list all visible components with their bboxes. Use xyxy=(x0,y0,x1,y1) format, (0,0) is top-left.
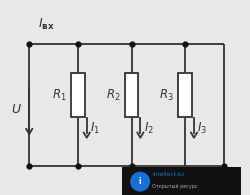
Text: $\mathit{R}_2$: $\mathit{R}_2$ xyxy=(105,88,120,103)
Bar xyxy=(121,167,240,195)
Text: $\mathit{R}_3$: $\mathit{R}_3$ xyxy=(159,88,173,103)
Text: Открытый ресурс: Открытый ресурс xyxy=(152,184,197,189)
Bar xyxy=(124,73,138,117)
Text: $\mathit{U}$: $\mathit{U}$ xyxy=(11,103,22,116)
Bar xyxy=(178,73,191,117)
Text: i: i xyxy=(138,177,141,186)
Text: $\mathit{I}_1$: $\mathit{I}_1$ xyxy=(90,121,100,136)
Circle shape xyxy=(130,172,149,191)
Text: $\mathit{R}_1$: $\mathit{R}_1$ xyxy=(52,88,66,103)
Text: Intellect.kz: Intellect.kz xyxy=(152,172,184,177)
Text: $\mathit{I}_2$: $\mathit{I}_2$ xyxy=(143,121,153,136)
Text: $\mathit{I}_3$: $\mathit{I}_3$ xyxy=(196,121,206,136)
Bar xyxy=(71,73,85,117)
Text: $\mathit{I}_{\mathbf{вх}}$: $\mathit{I}_{\mathbf{вх}}$ xyxy=(38,17,54,32)
